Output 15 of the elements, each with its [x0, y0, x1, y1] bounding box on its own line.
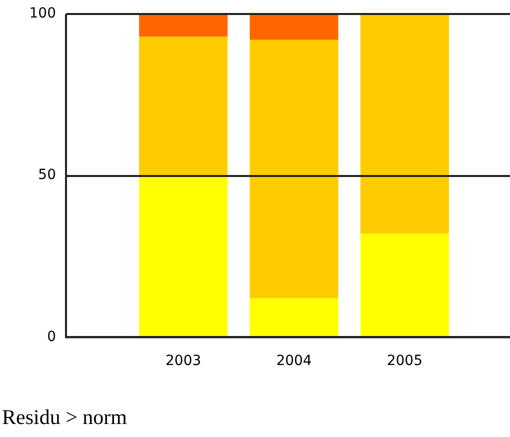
x-tick-label: 2003 — [166, 353, 202, 370]
bar — [139, 36, 228, 176]
bar — [250, 14, 338, 40]
y-tick-label: 100 — [29, 6, 56, 22]
bar — [360, 14, 449, 234]
text: Residu > norm — [2, 405, 128, 430]
bar — [250, 40, 338, 298]
bar — [139, 176, 228, 338]
y-tick-label: 0 — [47, 328, 56, 345]
y-tick-label: 50 — [38, 167, 56, 184]
bar — [139, 14, 228, 37]
bar — [250, 298, 338, 338]
x-tick-label: 2005 — [386, 353, 422, 370]
x-tick-label: 2004 — [276, 353, 312, 370]
bar — [360, 234, 449, 338]
